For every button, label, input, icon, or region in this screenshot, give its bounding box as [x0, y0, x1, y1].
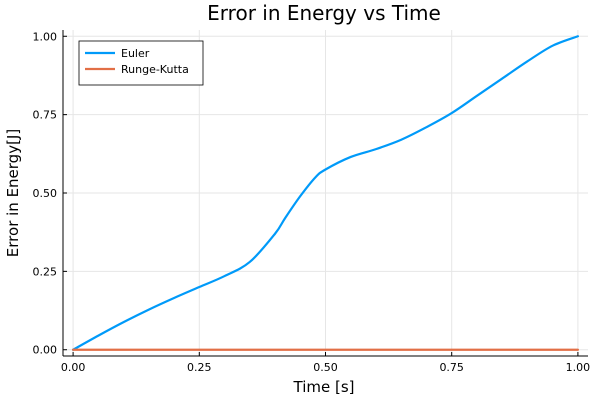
x-tick-label: 1.00	[566, 361, 591, 374]
y-tick-label: 0.50	[33, 187, 58, 200]
legend-box	[78, 40, 204, 86]
x-tick-label: 0.25	[187, 361, 212, 374]
y-tick-label: 0.75	[33, 109, 58, 122]
chart-title: Error in Energy vs Time	[207, 1, 441, 25]
y-tick-label: 0.00	[33, 344, 58, 357]
x-tick-label: 0.00	[61, 361, 86, 374]
legend-label: Runge-Kutta	[121, 63, 189, 76]
x-tick-label: 0.50	[313, 361, 338, 374]
x-axis-label: Time [s]	[293, 378, 355, 396]
legend-label: Euler	[121, 47, 150, 60]
series	[71, 35, 580, 351]
y-tick-label: 1.00	[33, 30, 58, 43]
legend: Euler Runge-Kutta	[78, 40, 204, 86]
series-line-euler	[71, 35, 580, 351]
ticks: 0.00 0.25 0.50 0.75 1.00 0.00 0.25 0.50 0.75 1.00	[33, 30, 591, 374]
y-tick-label: 0.25	[33, 265, 58, 278]
x-tick-label: 0.75	[439, 361, 464, 374]
y-axis-label: Error in Energy[J]	[4, 129, 22, 257]
